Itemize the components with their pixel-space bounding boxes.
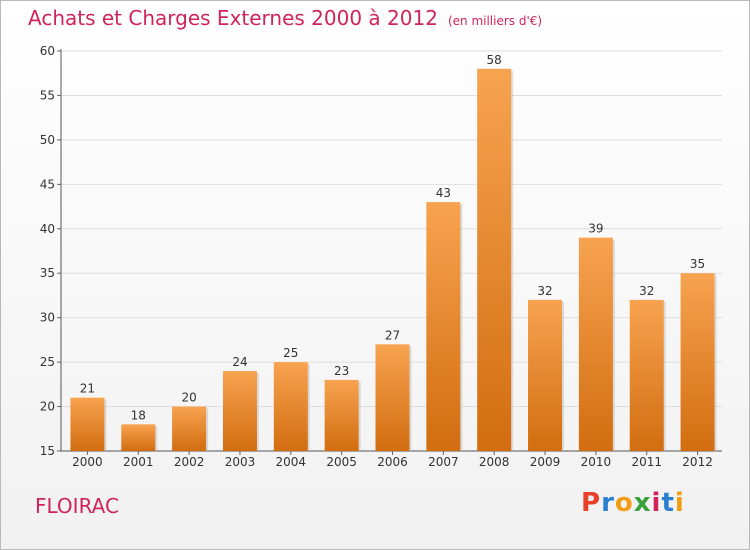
proxiti-logo[interactable]: Proxiti <box>581 488 685 518</box>
data-label: 32 <box>639 284 654 298</box>
y-tick-label: 35 <box>40 266 55 280</box>
y-tick-label: 15 <box>40 444 55 458</box>
bar <box>273 362 308 451</box>
y-tick-label: 50 <box>40 133 55 147</box>
data-label: 23 <box>334 364 349 378</box>
x-tick-label: 2010 <box>581 455 612 469</box>
logo-letter: P <box>581 488 602 518</box>
data-label: 58 <box>487 53 502 67</box>
y-tick-label: 60 <box>40 44 55 58</box>
y-tick-label: 20 <box>40 400 55 414</box>
bar <box>629 299 664 451</box>
x-tick-labels: 2000 2001 2002 2003 2004 2005 2006 2007 2008 2009… <box>72 451 713 469</box>
logo-letter: x <box>633 488 652 518</box>
x-tick-label: 2009 <box>530 455 561 469</box>
x-tick-label: 2003 <box>225 455 256 469</box>
x-tick-label: 2004 <box>276 455 307 469</box>
bar <box>578 237 613 451</box>
bar <box>70 397 105 451</box>
x-tick-label: 2008 <box>479 455 510 469</box>
y-tick-label: 40 <box>40 222 55 236</box>
data-label: 25 <box>283 346 298 360</box>
bar <box>477 68 512 452</box>
bar <box>172 406 207 451</box>
data-label: 21 <box>80 382 95 396</box>
y-tick-label: 30 <box>40 311 55 325</box>
bar <box>324 379 359 451</box>
chart-title-block: Achats et Charges Externes 2000 à 2012 (e… <box>28 6 542 30</box>
x-tick-label: 2001 <box>123 455 154 469</box>
chart-unit: (en milliers d'€) <box>447 14 543 28</box>
logo-letter: o <box>614 488 634 518</box>
bar <box>375 344 410 451</box>
x-tick-label: 2006 <box>377 455 408 469</box>
y-tick-label: 45 <box>40 177 55 191</box>
data-label: 43 <box>436 186 451 200</box>
bar <box>222 371 257 451</box>
data-label: 24 <box>232 355 247 369</box>
y-tick-labels: 15 20 25 30 35 40 45 50 55 60 <box>40 44 55 458</box>
x-tick-label: 2011 <box>631 455 662 469</box>
data-label: 39 <box>588 222 603 236</box>
x-tick-label: 2012 <box>682 455 713 469</box>
x-tick-label: 2002 <box>174 455 205 469</box>
data-label: 35 <box>690 257 705 271</box>
y-tick-label: 55 <box>40 88 55 102</box>
bar <box>121 424 156 451</box>
x-tick-label: 2000 <box>72 455 103 469</box>
bars <box>70 68 717 452</box>
data-label: 27 <box>385 328 400 342</box>
chart-title: Achats et Charges Externes 2000 à 2012 <box>28 6 438 30</box>
data-label: 18 <box>131 408 146 422</box>
logo-letter: i <box>651 488 662 518</box>
x-tick-label: 2007 <box>428 455 459 469</box>
bar <box>680 273 715 451</box>
logo-letter: i <box>674 488 685 518</box>
y-tick-label: 25 <box>40 355 55 369</box>
data-label: 20 <box>181 391 196 405</box>
data-label: 32 <box>537 284 552 298</box>
bar <box>528 299 563 451</box>
logo-letter: t <box>661 488 675 518</box>
x-tick-label: 2005 <box>326 455 357 469</box>
bar <box>426 202 461 451</box>
logo-letter: r <box>601 488 615 518</box>
data-labels: 21 18 20 24 25 23 27 43 58 32 39 32 35 <box>80 53 705 423</box>
commune-name: FLOIRAC <box>35 494 119 518</box>
